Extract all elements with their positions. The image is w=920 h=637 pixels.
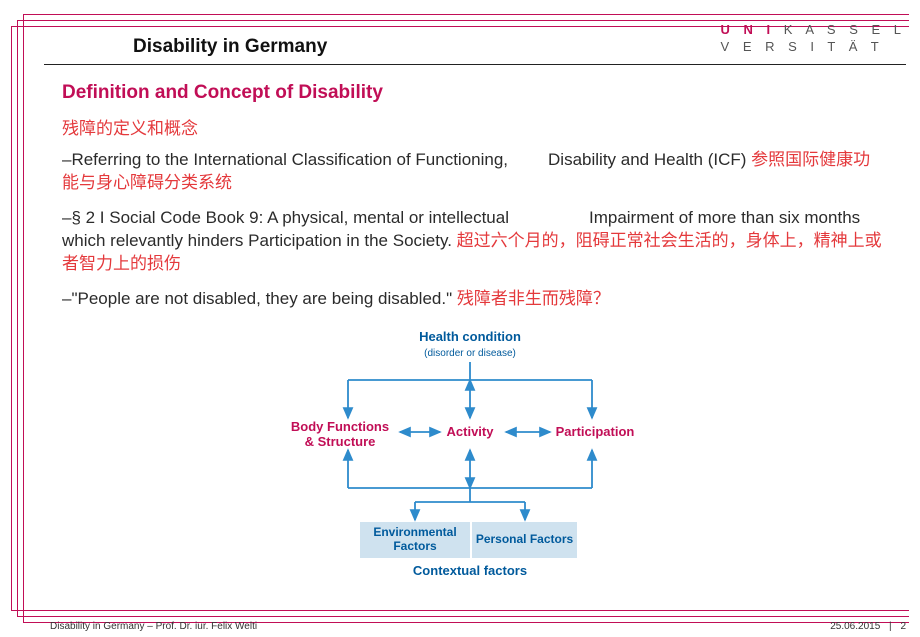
paragraph-3: –"People are not disabled, they are bein…: [62, 288, 882, 311]
logo-uni: U N I: [721, 22, 776, 37]
heading-english: Definition and Concept of Disability: [62, 82, 882, 104]
label-activity: Activity: [445, 425, 495, 440]
diagram-arrows: [250, 330, 690, 598]
body-structure-text: & Structure: [305, 434, 376, 449]
pers-factors-text: Personal Factors: [476, 533, 573, 547]
university-logo: U N I K A S S E L V E R S I T Ä T: [721, 22, 906, 56]
p2-text-a: –§ 2 I Social Code Book 9: A physical, m…: [62, 208, 509, 227]
p1-text-a: –Referring to the International Classifi…: [62, 150, 508, 169]
logo-kassel: K A S S E L: [775, 22, 906, 37]
title-rule: [44, 64, 906, 65]
icf-diagram: Health condition (disorder or disease) B…: [250, 330, 690, 598]
footer-page: 2: [900, 621, 906, 632]
label-body-functions: Body Functions & Structure: [280, 420, 400, 450]
p3-text-a: –"People are not disabled, they are bein…: [62, 289, 457, 308]
label-participation: Participation: [550, 425, 640, 440]
footer-sep: |: [889, 621, 892, 632]
heading-chinese: 残障的定义和概念: [62, 114, 882, 139]
paragraph-2: –§ 2 I Social Code Book 9: A physical, m…: [62, 207, 882, 276]
footer-right: 25.06.2015 | 2: [830, 621, 906, 632]
box-personal-factors: Personal Factors: [472, 522, 577, 558]
footer-date: 25.06.2015: [830, 621, 880, 632]
body-functions-text: Body Functions: [291, 419, 389, 434]
health-condition-sub: (disorder or disease): [424, 348, 516, 359]
paragraph-1: –Referring to the International Classifi…: [62, 149, 882, 195]
env-factors-text: Environmental Factors: [360, 526, 470, 554]
p3-chinese: 残障者非生而残障？: [457, 289, 610, 308]
slide-title: Disability in Germany: [133, 36, 327, 58]
label-health-condition: Health condition (disorder or disease): [405, 330, 535, 360]
logo-versitat: V E R S I T Ä T: [721, 39, 906, 56]
health-condition-text: Health condition: [419, 329, 521, 344]
content-area: Definition and Concept of Disability 残障的…: [62, 82, 882, 323]
label-contextual-factors: Contextual factors: [405, 564, 535, 579]
p1-text-b: Disability and Health (ICF): [548, 150, 751, 169]
box-environmental-factors: Environmental Factors: [360, 522, 470, 558]
footer: Disability in Germany – Prof. Dr. iur. F…: [50, 621, 906, 632]
footer-left: Disability in Germany – Prof. Dr. iur. F…: [50, 621, 257, 632]
